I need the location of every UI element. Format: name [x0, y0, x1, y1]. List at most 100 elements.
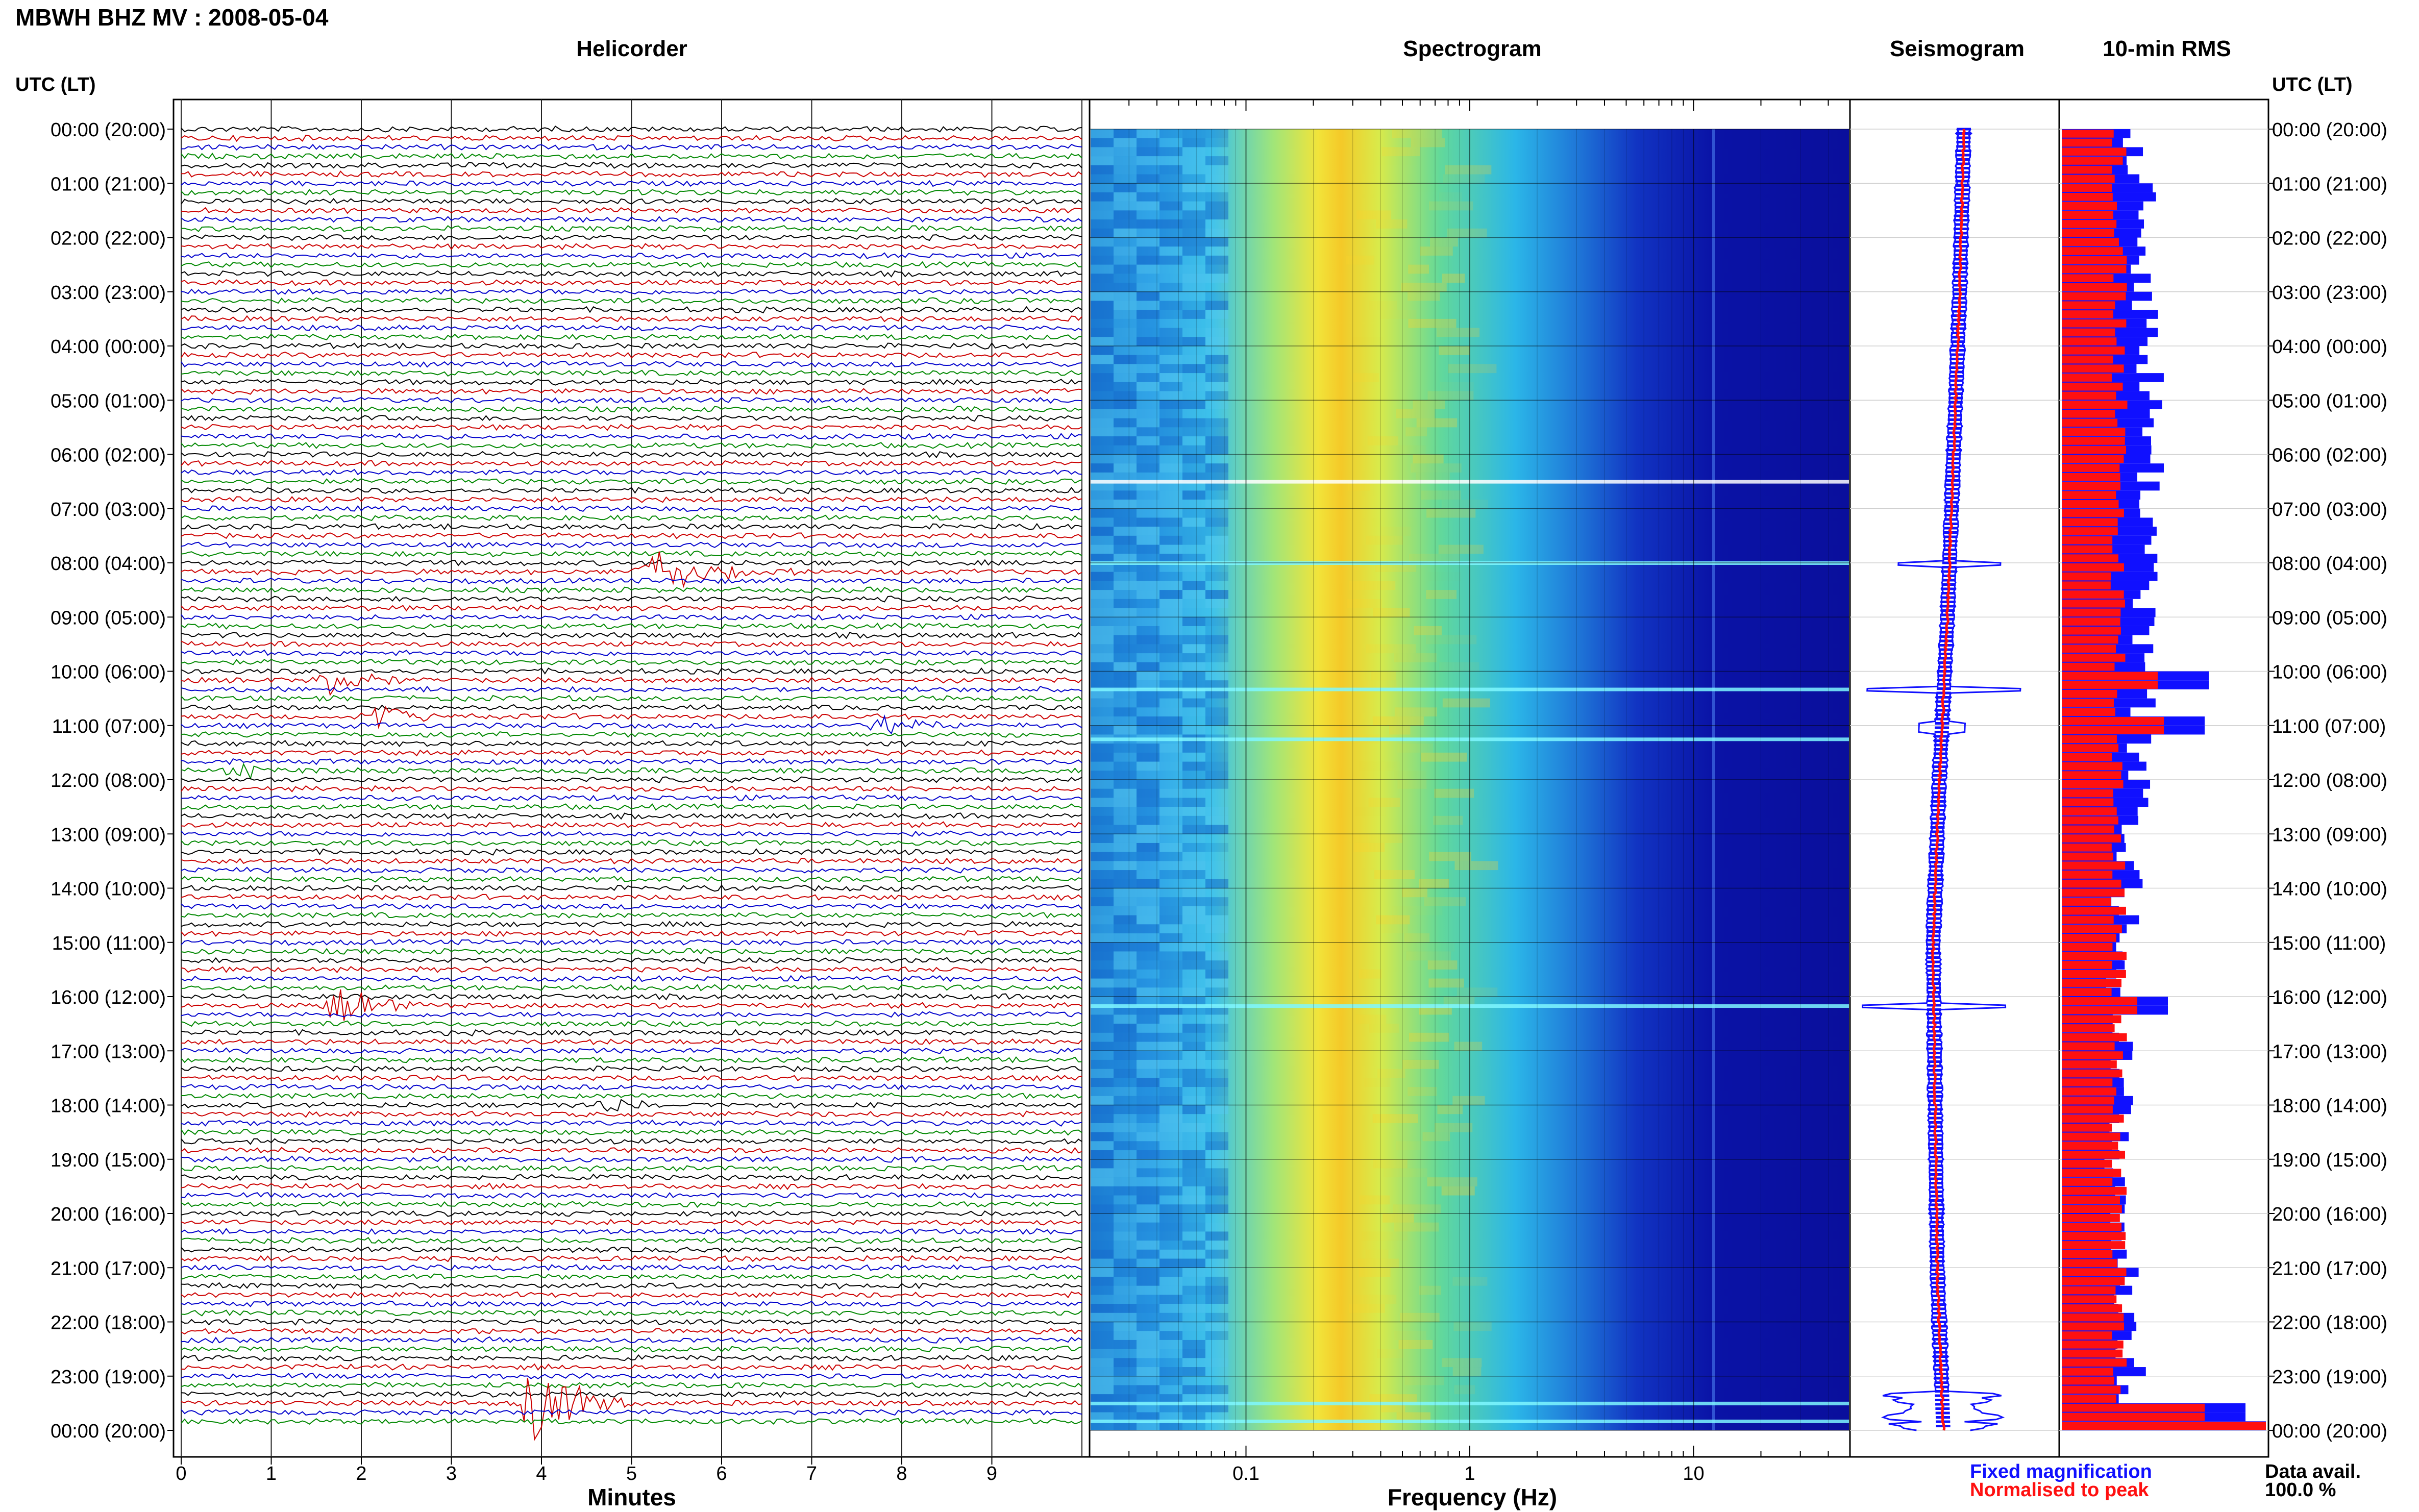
spectrogram-cell	[1205, 535, 1228, 545]
rms-bar-normalised	[2062, 1412, 2205, 1421]
spectrogram-cell	[1091, 861, 1114, 871]
time-label-left: 13:00 (09:00)	[51, 824, 166, 846]
spectrogram-cell	[1159, 997, 1182, 1006]
spectrogram-cell	[1114, 653, 1137, 662]
spectrogram-cell	[1137, 815, 1159, 825]
spectrogram-cell	[1182, 960, 1205, 970]
spectrogram-cell	[1182, 183, 1205, 192]
time-label-left: 06:00 (02:00)	[51, 445, 166, 466]
rms-bar-normalised	[2062, 1232, 2126, 1241]
spectrogram-cell	[1091, 445, 1114, 455]
spectrogram-cell	[1159, 508, 1182, 518]
spectrogram-panel	[1089, 98, 1851, 1458]
helicorder-trace	[181, 478, 1082, 485]
spectrogram-cell	[1137, 1114, 1159, 1123]
spectrogram-cell	[1159, 680, 1182, 689]
spectrogram-cell	[1137, 997, 1159, 1006]
rms-bar-normalised	[2062, 599, 2125, 608]
spectrogram-cell	[1091, 535, 1114, 545]
spectrogram-cell	[1114, 192, 1137, 202]
spectrogram-cell	[1114, 500, 1137, 509]
rms-panel	[2058, 98, 2269, 1458]
spectrogram-cell	[1137, 716, 1159, 726]
spectrogram-cell	[1182, 246, 1205, 256]
spectrogram-cell	[1137, 572, 1159, 581]
spectrogram-cell	[1159, 960, 1182, 970]
spectrogram-cell	[1205, 174, 1228, 184]
spectrogram-cell	[1137, 798, 1159, 807]
spectrogram-cell	[1114, 608, 1137, 617]
spectrogram-cell	[1137, 500, 1159, 509]
spectrogram-cell	[1091, 291, 1114, 301]
spectrogram-cell	[1091, 572, 1114, 581]
spectrogram-cell	[1205, 1204, 1228, 1213]
spectrogram-cell	[1205, 129, 1228, 138]
rms-bar-normalised	[2062, 708, 2115, 716]
spectrogram-cell	[1205, 825, 1228, 834]
spectrogram-cell	[1114, 427, 1137, 437]
spectrogram-cell	[1439, 346, 1470, 355]
spectrogram-cell	[1114, 834, 1137, 843]
spectrogram-cell	[1205, 861, 1228, 871]
helicorder-trace	[181, 243, 1082, 251]
rms-bar-normalised	[2062, 654, 2126, 662]
rms-bar-normalised	[2062, 382, 2123, 391]
spectrogram-cell	[1401, 283, 1447, 292]
spectrogram-cell	[1137, 183, 1159, 192]
spectrogram-cell	[1182, 563, 1205, 572]
spectrogram-cell	[1182, 888, 1205, 898]
rms-bar-normalised	[2062, 147, 2127, 156]
spectrogram-cell	[1370, 1241, 1415, 1250]
rms-bar-normalised	[2062, 1376, 2114, 1385]
rms-bar-normalised	[2062, 1286, 2116, 1295]
rms-bar-normalised	[2062, 1006, 2137, 1014]
rms-bar-normalised	[2062, 130, 2114, 138]
spectrogram-cell	[1159, 1412, 1182, 1422]
spectrogram-cell	[1453, 1322, 1492, 1331]
time-axis-labels: 00:00 (20:00) 00:00 (20:00) 01:00 (21:00) 0…	[51, 119, 2387, 1442]
spectrogram-cell	[1159, 798, 1182, 807]
spectrogram-cell	[1159, 391, 1182, 401]
spectrogram-cell	[1091, 879, 1114, 888]
spectrogram-cell	[1091, 527, 1114, 536]
spectrogram-cell	[1182, 698, 1205, 708]
helicorder-trace	[181, 1201, 1082, 1208]
spectrogram-cell	[1114, 1087, 1137, 1096]
spectrogram-cell	[1182, 400, 1205, 409]
spectrogram-cell	[1137, 382, 1159, 391]
rms-bar-normalised	[2062, 943, 2113, 951]
spectrogram-cell	[1091, 1340, 1114, 1349]
spectrogram-cell	[1182, 1204, 1205, 1213]
time-label-right: 10:00 (06:00)	[2272, 662, 2387, 683]
spectrogram-cell	[1351, 1295, 1397, 1304]
spectrogram-cell	[1373, 608, 1410, 617]
spectrogram-cell	[1414, 626, 1442, 635]
spectrogram-cell	[1114, 391, 1137, 401]
spectrogram-cell	[1182, 725, 1205, 735]
spectrogram-cell	[1205, 852, 1228, 861]
spectrogram-cell	[1182, 165, 1205, 175]
time-label-left: 22:00 (18:00)	[51, 1312, 166, 1334]
spectrogram-cell	[1182, 1051, 1205, 1060]
helicorder-trace	[181, 189, 1082, 196]
spectrogram-cell	[1159, 1213, 1182, 1223]
spectrogram-cell	[1137, 1059, 1159, 1069]
helicorder-trace	[181, 1291, 1082, 1299]
spectrogram-cell	[1182, 1141, 1205, 1151]
spectrogram-cell	[1137, 1385, 1159, 1395]
spectrogram-cell	[1205, 780, 1228, 789]
spectrogram-cell	[1091, 463, 1114, 473]
spectrogram-cell	[1159, 328, 1182, 337]
rms-bar-normalised	[2062, 274, 2114, 283]
spectrogram-cell	[1374, 870, 1415, 879]
helicorder-trace	[181, 532, 1082, 539]
helicorder-trace	[181, 1074, 1082, 1082]
spectrogram-cell	[1091, 147, 1114, 157]
helicorder-trace	[181, 1020, 1082, 1027]
spectrogram-cell	[1205, 924, 1228, 934]
spectrogram-cell	[1137, 987, 1159, 997]
seismogram-frame	[1849, 98, 2060, 1458]
spectrogram-cell	[1137, 1123, 1159, 1132]
spectrogram-cell	[1205, 1340, 1228, 1349]
spectrogram-cell	[1205, 1168, 1228, 1178]
